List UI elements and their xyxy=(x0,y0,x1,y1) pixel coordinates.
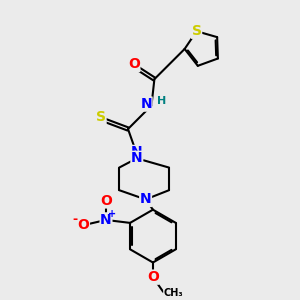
Text: +: + xyxy=(108,208,116,218)
Text: CH₃: CH₃ xyxy=(164,288,183,298)
Text: S: S xyxy=(192,24,202,38)
Text: N: N xyxy=(100,213,112,227)
Text: O: O xyxy=(100,194,112,208)
Text: O: O xyxy=(147,270,159,284)
Text: -: - xyxy=(72,213,77,226)
Text: N: N xyxy=(131,146,142,160)
Text: H: H xyxy=(157,96,167,106)
Text: O: O xyxy=(77,218,89,232)
Text: N: N xyxy=(140,97,152,111)
Text: N: N xyxy=(131,151,142,165)
Text: O: O xyxy=(128,58,140,71)
Text: N: N xyxy=(140,192,152,206)
Text: S: S xyxy=(96,110,106,124)
